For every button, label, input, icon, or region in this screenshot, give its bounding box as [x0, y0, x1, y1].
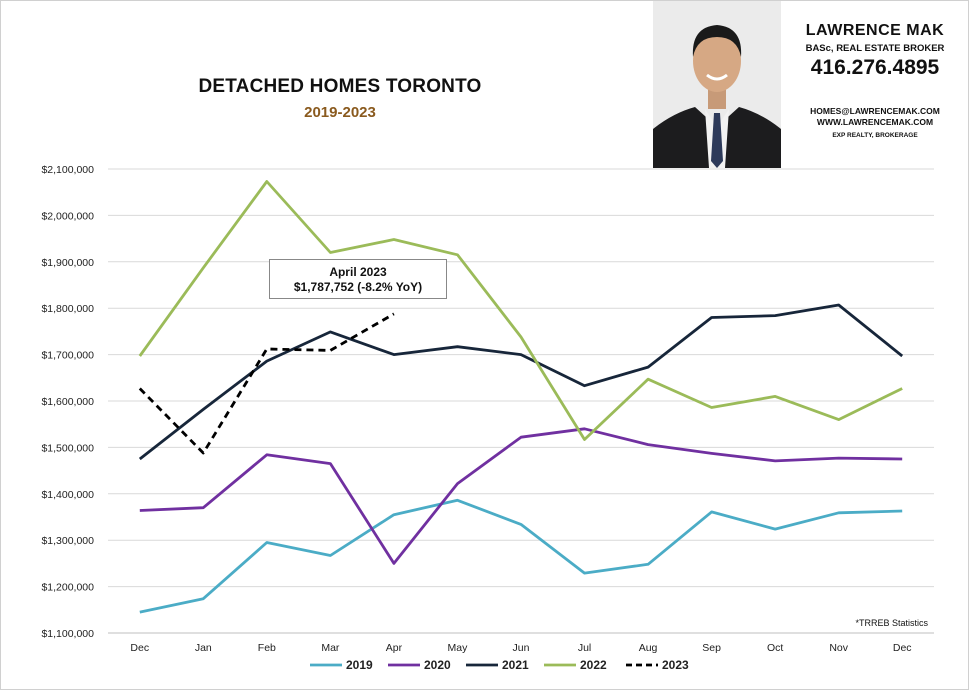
broker-website: WWW.LAWRENCEMAK.COM: [816, 117, 934, 127]
broker-email: HOMES@LAWRENCEMAK.COM: [810, 106, 940, 116]
legend-label: 2019: [346, 658, 373, 672]
gridlines: [108, 168, 934, 634]
y-tick-label: $1,600,000: [41, 396, 94, 408]
source-note: *TRREB Statistics: [855, 618, 928, 628]
callout-line-2: $1,787,752 (-8.2% YoY): [293, 280, 423, 294]
series-line-2021: [138, 303, 904, 461]
x-tick-label: Sep: [702, 642, 721, 654]
legend: 2019 2020 2021 2022 2023: [310, 658, 689, 672]
broker-photo: [653, 1, 781, 168]
x-tick-label: Oct: [767, 642, 783, 654]
y-axis-tick-labels: $1,100,000 $1,200,000 $1,300,000 $1,400,000…: [41, 164, 94, 640]
x-tick-label: Jul: [578, 642, 591, 654]
x-tick-label: May: [448, 642, 469, 654]
broker-branding: LAWRENCE MAK BASc, REAL ESTATE BROKER 41…: [790, 22, 960, 139]
y-tick-label: $1,100,000: [41, 628, 94, 640]
series-line-2020: [139, 427, 903, 565]
y-tick-label: $2,100,000: [41, 164, 94, 176]
legend-label: 2021: [502, 658, 529, 672]
series-line-2023: [138, 312, 395, 455]
x-tick-label: Apr: [386, 642, 403, 654]
y-tick-label: $1,400,000: [41, 489, 94, 501]
callout-line-1: April 2023: [329, 265, 387, 279]
chart-subtitle: 2019-2023: [304, 104, 376, 121]
y-tick-label: $1,800,000: [41, 303, 94, 315]
x-tick-label: Aug: [639, 642, 658, 654]
broker-name: LAWRENCE MAK: [805, 22, 945, 39]
legend-label: 2022: [580, 658, 607, 672]
legend-label: 2020: [424, 658, 451, 672]
x-tick-label: Nov: [829, 642, 848, 654]
april-2023-callout: April 2023 $1,787,752 (-8.2% YoY): [269, 259, 447, 299]
broker-phone: 416.276.4895: [810, 56, 940, 79]
chart-title: DETACHED HOMES TORONTO: [198, 76, 482, 97]
x-tick-label: Mar: [321, 642, 340, 654]
legend-label: 2023: [662, 658, 689, 672]
y-tick-label: $1,700,000: [41, 350, 94, 362]
y-tick-label: $1,200,000: [41, 582, 94, 594]
x-tick-label: Jan: [195, 642, 212, 654]
x-tick-label: Feb: [258, 642, 276, 654]
x-axis-tick-labels: Dec Jan Feb Mar Apr May Jun Jul Aug Sep Oct Nov Dec: [130, 642, 911, 654]
y-tick-label: $1,500,000: [41, 442, 94, 454]
broker-title: BASc, REAL ESTATE BROKER: [805, 43, 945, 54]
x-tick-label: Jun: [513, 642, 530, 654]
broker-firm: EXP REALTY, BROKERAGE: [832, 132, 918, 139]
series-lines: [138, 180, 904, 614]
y-tick-label: $1,900,000: [41, 257, 94, 269]
series-line-2019: [139, 498, 903, 614]
x-tick-label: Dec: [130, 642, 149, 654]
series-line-2022: [138, 180, 903, 441]
y-tick-label: $2,000,000: [41, 210, 94, 222]
y-tick-label: $1,300,000: [41, 535, 94, 547]
x-tick-label: Dec: [893, 642, 912, 654]
